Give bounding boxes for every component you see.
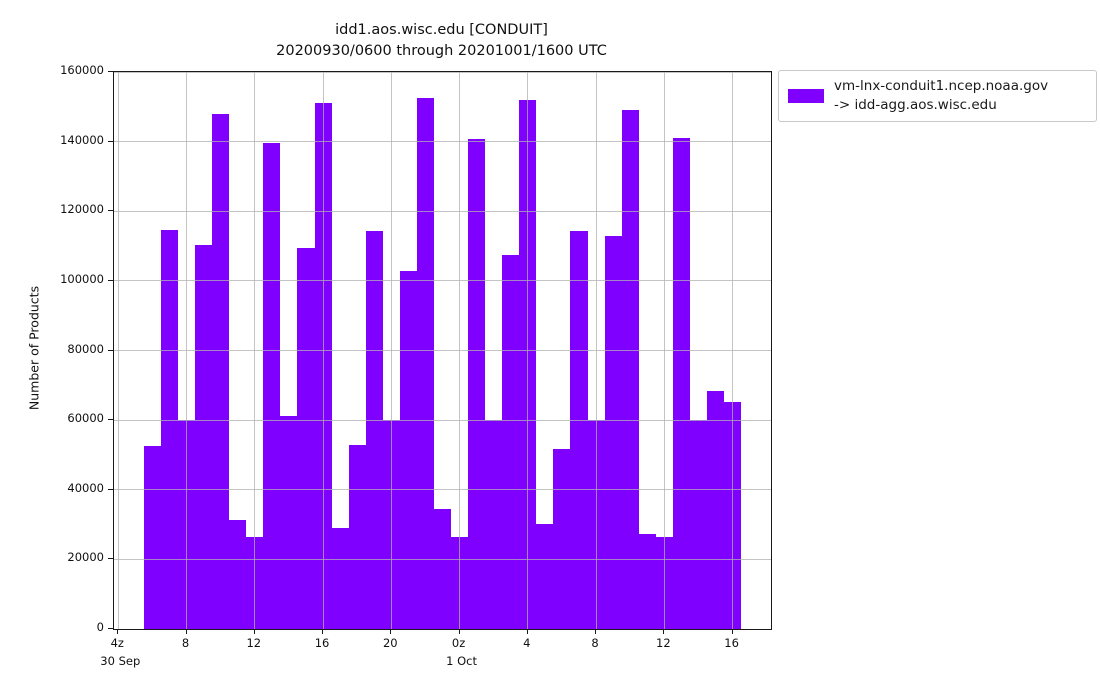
x-tick-mark: [117, 629, 119, 634]
plot-area: [113, 71, 772, 630]
bar: [707, 391, 725, 629]
y-tick-label: 160000: [60, 63, 104, 77]
bar: [502, 255, 520, 629]
y-tick-mark: [108, 558, 113, 560]
bar: [468, 138, 486, 629]
x-tick-label: 20: [382, 636, 398, 650]
bar: [177, 420, 196, 629]
y-tick-mark: [108, 488, 113, 490]
x-tick-mark: [185, 629, 187, 634]
legend-label-line2: -> idd-agg.aos.wisc.edu: [834, 97, 997, 113]
chart-title-line1: idd1.aos.wisc.edu [CONDUIT]: [335, 22, 548, 38]
x-axis-date-label: 1 Oct: [446, 654, 477, 668]
bar: [587, 420, 605, 629]
bar: [416, 97, 434, 629]
bar: [536, 523, 554, 629]
y-tick-label: 60000: [67, 411, 104, 426]
bar: [689, 420, 707, 629]
legend-box: vm-lnx-conduit1.ncep.noaa.gov -> idd-agg…: [778, 70, 1097, 122]
y-tick-label: 80000: [67, 341, 104, 356]
x-tick-label: 16: [724, 636, 739, 650]
y-tick-label: 20000: [67, 550, 104, 565]
y-tick-mark: [108, 210, 113, 212]
bar: [399, 271, 417, 629]
x-tick-label: 4z: [110, 636, 124, 650]
y-tick-label: 140000: [60, 132, 104, 147]
bar: [672, 138, 690, 629]
x-tick-mark: [253, 629, 255, 634]
y-tick-label: 120000: [60, 202, 104, 217]
x-tick-mark: [458, 629, 460, 634]
y-tick-mark: [108, 419, 113, 421]
bar: [212, 114, 230, 629]
y-tick-label: 40000: [67, 480, 104, 495]
x-tick-mark: [731, 629, 733, 634]
x-tick-label: 16: [314, 636, 330, 650]
y-tick-mark: [108, 71, 113, 72]
bar: [246, 537, 264, 629]
bar: [280, 415, 298, 629]
x-tick-label: 4: [523, 636, 531, 650]
x-tick-label: 8: [181, 636, 190, 650]
bar: [365, 230, 383, 629]
bar: [655, 537, 673, 629]
bar: [160, 230, 178, 629]
bar: [263, 142, 281, 629]
bar: [433, 508, 452, 629]
bar: [724, 402, 742, 629]
x-tick-mark: [663, 629, 665, 634]
bar: [382, 420, 400, 629]
bar: [485, 420, 503, 629]
y-tick-mark: [108, 279, 113, 281]
bar: [553, 449, 571, 629]
bar: [638, 534, 656, 629]
bar: [195, 245, 213, 629]
x-tick-mark: [390, 629, 392, 634]
bar: [570, 230, 588, 629]
y-tick-mark: [108, 140, 113, 142]
legend-color-swatch: [788, 89, 824, 103]
x-tick-label: 12: [656, 636, 671, 650]
bar: [604, 235, 622, 629]
x-gridline: [117, 72, 119, 629]
chart-title: idd1.aos.wisc.edu [CONDUIT] 20200930/060…: [113, 20, 770, 62]
bar: [331, 528, 349, 629]
x-tick-mark: [595, 629, 597, 634]
bar: [519, 99, 537, 629]
legend-label-line1: vm-lnx-conduit1.ncep.noaa.gov: [834, 77, 1049, 94]
x-tick-mark: [322, 629, 324, 634]
bar: [621, 109, 639, 629]
x-tick-label: 8: [591, 636, 599, 650]
bar: [297, 247, 315, 629]
y-tick-mark: [108, 628, 113, 629]
y-gridline: [114, 71, 771, 73]
bar: [229, 520, 247, 629]
bar: [314, 103, 332, 629]
x-tick-label: 12: [246, 636, 262, 650]
x-tick-label: 0z: [451, 636, 466, 650]
chart-title-line2: 20200930/0600 through 20201001/1600 UTC: [276, 43, 607, 59]
bar: [348, 445, 366, 629]
x-axis-date-label: 30 Sep: [100, 654, 141, 668]
bar: [451, 537, 469, 629]
bar: [143, 446, 161, 629]
y-tick-mark: [108, 349, 113, 351]
x-tick-mark: [526, 629, 528, 634]
legend-label: vm-lnx-conduit1.ncep.noaa.gov -> idd-agg…: [834, 77, 1048, 116]
y-tick-label: 100000: [60, 271, 104, 286]
y-tick-label: 0: [96, 620, 104, 634]
